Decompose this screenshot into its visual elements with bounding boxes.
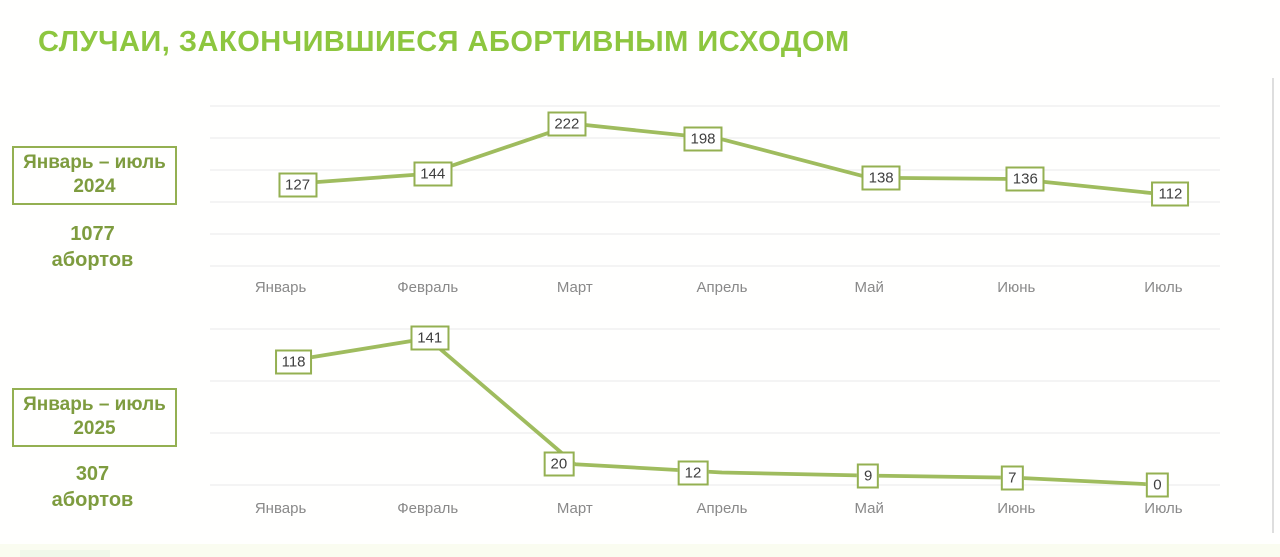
data-label-box: 138 [861, 165, 901, 191]
period-box-2024: Январь – июль 2024 [12, 146, 177, 205]
data-label-box: 127 [278, 172, 318, 198]
total-unit-2025: абортов [51, 488, 134, 511]
period-box-2025: Январь – июль 2025 [12, 388, 177, 447]
chart-area-right-border [1272, 78, 1274, 533]
x-axis-label: Июнь [997, 500, 1036, 517]
x-axis-label: Апрель [696, 279, 748, 296]
x-axis-label: Март [556, 500, 593, 517]
series-line-2025 [278, 336, 1166, 487]
total-2024: 1077 абортов [12, 222, 173, 273]
data-label-box: 7 [1001, 465, 1024, 491]
data-label-box: 9 [856, 463, 880, 489]
total-value-2025: 307 [75, 463, 110, 485]
data-label-box: 0 [1146, 472, 1169, 498]
x-axis-label: Май [854, 279, 884, 296]
total-unit-2024: абортов [51, 248, 134, 271]
data-label-box: 222 [547, 111, 587, 137]
total-value-2024: 1077 [70, 223, 115, 245]
x-axis-label: Март [556, 279, 593, 296]
data-label-box: 12 [677, 460, 709, 486]
data-label-box: 198 [683, 126, 723, 152]
data-label-box: 118 [274, 349, 313, 375]
bottom-decorative-accent [20, 550, 110, 557]
page-title: СЛУЧАИ, ЗАКОНЧИВШИЕСЯ АБОРТИВНЫМ ИСХОДОМ [38, 26, 850, 58]
x-axis-label: Январь [254, 500, 307, 517]
period-year-2024: 2024 [73, 175, 116, 197]
data-label-box: 141 [410, 325, 450, 351]
period-label-2024: Январь – июль [23, 152, 166, 173]
data-label-box: 136 [1005, 166, 1045, 192]
x-axis-label: Февраль [397, 500, 459, 517]
x-axis-label: Январь [254, 279, 307, 296]
data-label-box: 144 [413, 161, 453, 187]
x-axis-label: Апрель [696, 500, 748, 517]
bottom-decorative-strip [0, 544, 1280, 557]
x-axis-label: Февраль [397, 279, 459, 296]
period-year-2025: 2025 [73, 417, 116, 439]
x-axis-label: Июль [1144, 500, 1183, 517]
data-label-box: 20 [543, 451, 575, 477]
x-axis-label: Май [854, 500, 884, 517]
data-label-box: 112 [1151, 181, 1190, 207]
total-2025: 307 абортов [12, 462, 173, 513]
x-axis-label: Июнь [997, 279, 1036, 296]
x-axis-label: Июль [1144, 279, 1183, 296]
period-label-2025: Январь – июль [23, 394, 166, 415]
